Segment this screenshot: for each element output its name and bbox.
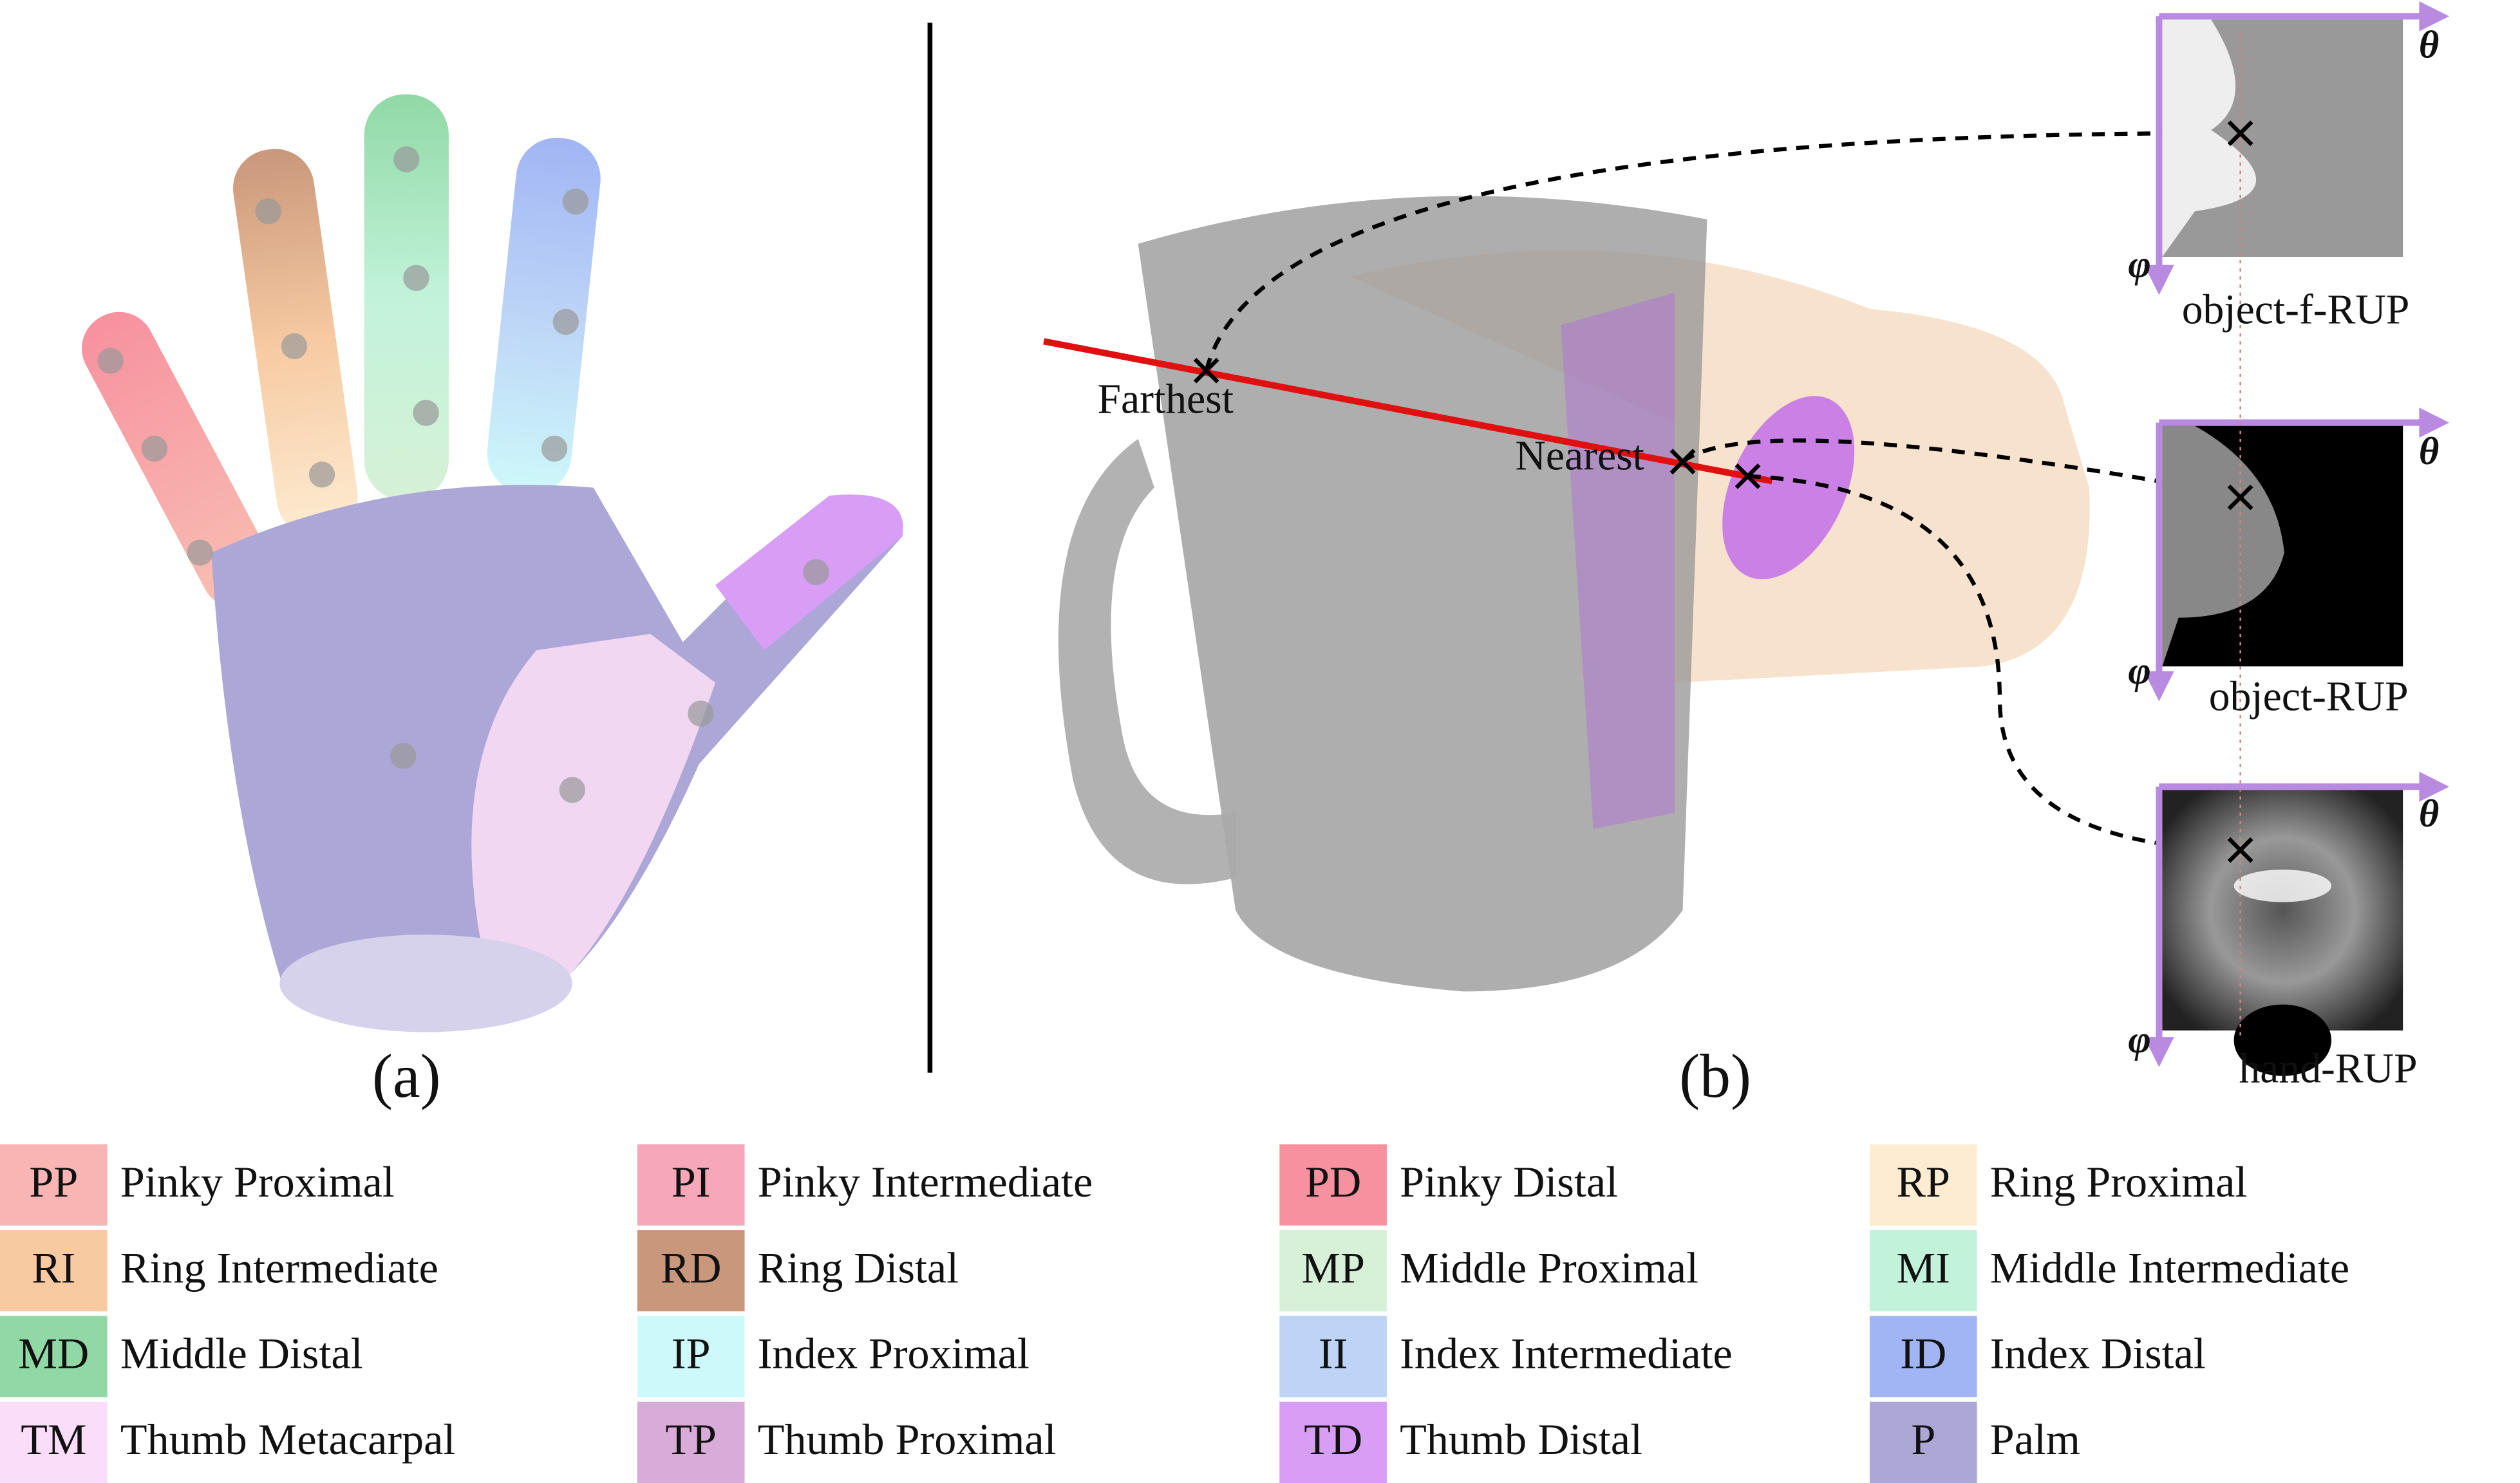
- panel-label: (a): [372, 1041, 440, 1110]
- legend-name: Palm: [1990, 1415, 2080, 1464]
- legend-swatch: [637, 1230, 745, 1312]
- map-title: object-f-RUP: [2182, 286, 2410, 333]
- map-title: hand-RUP: [2239, 1045, 2417, 1092]
- legend-name: Index Distal: [1990, 1329, 2206, 1378]
- hand-illustration: [82, 94, 903, 1032]
- legend-abbr: MI: [1897, 1243, 1950, 1292]
- legend-name: Ring Distal: [758, 1243, 959, 1292]
- legend-abbr: PI: [672, 1157, 711, 1206]
- legend-abbr: PD: [1305, 1157, 1361, 1206]
- legend-abbr: P: [1911, 1415, 1935, 1464]
- legend-abbr: TD: [1304, 1415, 1362, 1464]
- legend-name: Pinky Intermediate: [758, 1157, 1093, 1206]
- annotation: Nearest: [1515, 433, 1644, 480]
- legend-swatch: [0, 1316, 108, 1397]
- legend-abbr: RP: [1897, 1157, 1950, 1206]
- legend-name: Middle Intermediate: [1990, 1243, 2349, 1292]
- legend-name: Thumb Distal: [1400, 1415, 1642, 1464]
- map-title: object-RUP: [2209, 673, 2409, 720]
- legend-swatch: [1869, 1230, 1977, 1312]
- axis-label: φ: [2128, 649, 2150, 693]
- legend-abbr: TP: [665, 1415, 717, 1464]
- legend-swatch: [1279, 1230, 1387, 1312]
- legend-name: Middle Proximal: [1400, 1243, 1698, 1292]
- annotation: Farthest: [1097, 375, 1233, 422]
- legend-abbr: MD: [18, 1329, 89, 1378]
- legend-swatch: [1279, 1144, 1387, 1226]
- legend-abbr: ID: [1900, 1329, 1946, 1378]
- legend-abbr: RD: [661, 1243, 722, 1292]
- legend-swatch: [1869, 1144, 1977, 1226]
- legend-abbr: II: [1319, 1329, 1348, 1378]
- legend-swatch: [1869, 1401, 1977, 1483]
- legend-swatch: [1279, 1401, 1387, 1483]
- legend-swatch: [637, 1316, 745, 1397]
- legend-swatch: [0, 1144, 108, 1226]
- legend-abbr: TM: [21, 1415, 86, 1464]
- axis-label: θ: [2419, 430, 2439, 473]
- legend-name: Pinky Proximal: [120, 1157, 395, 1206]
- legend-swatch: [1279, 1316, 1387, 1397]
- legend-swatch: [0, 1401, 108, 1483]
- legend: PP Pinky Proximal PI Pinky Intermediate PD Pi…: [0, 1144, 2349, 1483]
- rup-maps: [2144, 1, 2450, 1076]
- axis-label: φ: [2128, 243, 2150, 286]
- legend-name: Index Intermediate: [1400, 1329, 1733, 1378]
- legend-abbr: IP: [672, 1329, 711, 1378]
- axis-label: θ: [2419, 792, 2439, 835]
- legend-name: Pinky Distal: [1400, 1157, 1618, 1206]
- legend-swatch: [1869, 1316, 1977, 1397]
- legend-name: Middle Distal: [120, 1329, 363, 1378]
- legend-name: Ring Intermediate: [120, 1243, 438, 1292]
- panel-label: (b): [1679, 1041, 1751, 1110]
- legend-name: Index Proximal: [758, 1329, 1030, 1378]
- legend-abbr: MP: [1301, 1243, 1365, 1292]
- axis-label: θ: [2419, 24, 2439, 67]
- legend-abbr: RI: [32, 1243, 75, 1292]
- legend-name: Thumb Metacarpal: [120, 1415, 455, 1464]
- legend-name: Ring Proximal: [1990, 1157, 2248, 1206]
- legend-name: Thumb Proximal: [758, 1415, 1057, 1464]
- legend-swatch: [0, 1230, 108, 1312]
- legend-swatch: [637, 1401, 745, 1483]
- legend-abbr: PP: [29, 1157, 78, 1206]
- mug-illustration: [1043, 131, 2241, 992]
- legend-swatch: [637, 1144, 745, 1226]
- axis-label: φ: [2128, 1018, 2150, 1061]
